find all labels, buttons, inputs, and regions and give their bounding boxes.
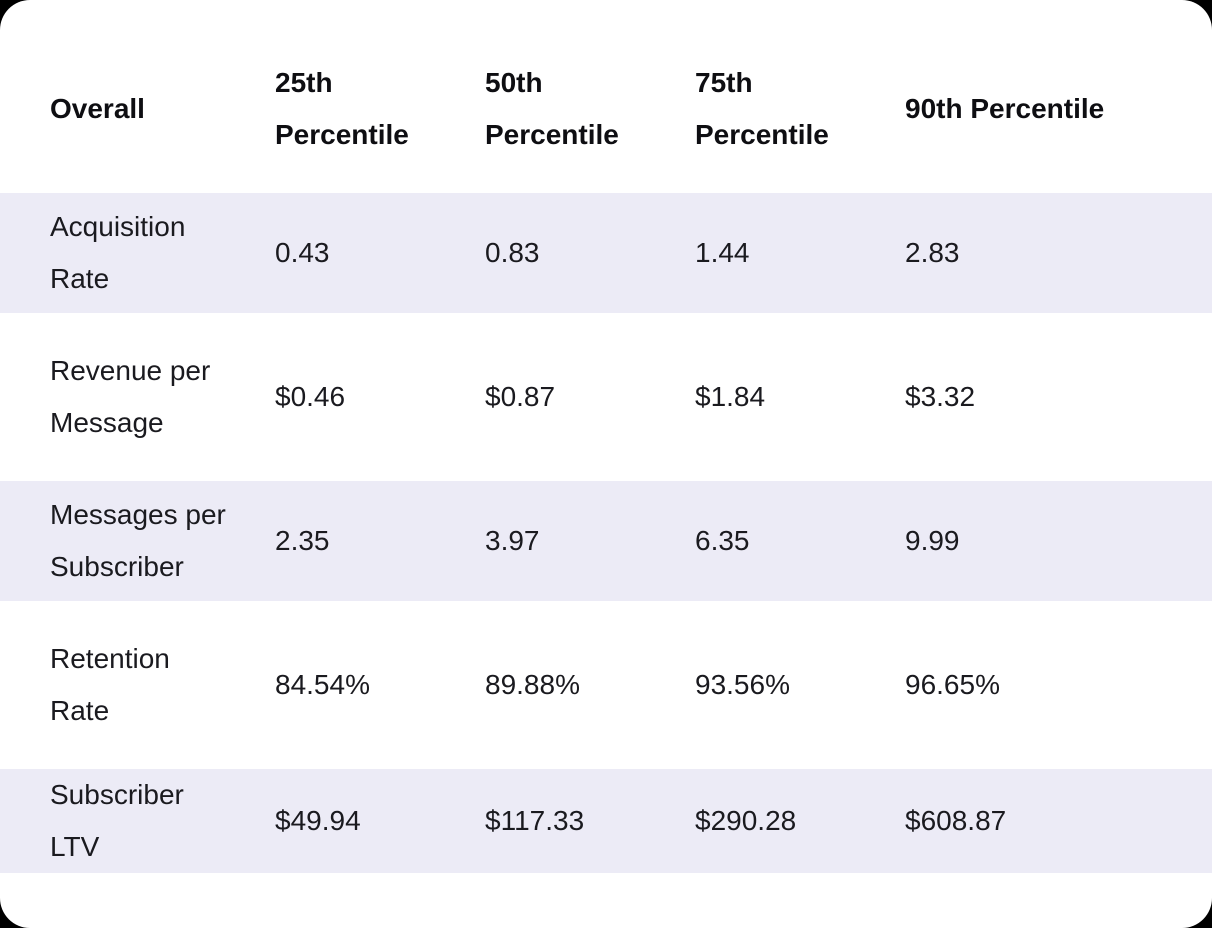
- cell-value: 0.83: [485, 237, 540, 268]
- table-header-row: Overall 25th Percentile 50th Percentile …: [0, 24, 1212, 169]
- row-label: Acquisition Rate: [50, 211, 186, 294]
- table-row-messages-per-subscriber: Messages per Subscriber 2.35 3.97 6.35 9…: [0, 481, 1212, 601]
- column-header-90th-percentile: 90th Percentile: [905, 92, 1105, 124]
- cell-value: $1.84: [695, 381, 766, 412]
- cell-value: 2.83: [905, 237, 960, 268]
- row-label: Retention Rate: [50, 643, 170, 726]
- column-header-75th-percentile: 75th Percentile: [695, 66, 829, 150]
- table-row-acquisition-rate: Acquisition Rate 0.43 0.83 1.44 2.83: [0, 193, 1212, 313]
- cell-value: $49.94: [275, 805, 361, 836]
- cell-value: $117.33: [485, 805, 585, 836]
- cell-value: $290.28: [695, 805, 797, 836]
- table-row-revenue-per-message: Revenue per Message $0.46 $0.87 $1.84 $3…: [0, 337, 1212, 457]
- cell-value: 89.88%: [485, 669, 580, 700]
- cell-value: 96.65%: [905, 669, 1000, 700]
- cell-value: $608.87: [905, 805, 1007, 836]
- cell-value: 0.43: [275, 237, 330, 268]
- cell-value: 1.44: [695, 237, 750, 268]
- cell-value: 3.97: [485, 525, 540, 556]
- cell-value: $3.32: [905, 381, 976, 412]
- row-label: Subscriber LTV: [50, 779, 184, 862]
- row-label: Revenue per Message: [50, 355, 211, 438]
- percentile-metrics-table: Overall 25th Percentile 50th Percentile …: [0, 24, 1212, 873]
- table-row-subscriber-ltv: Subscriber LTV $49.94 $117.33 $290.28 $6…: [0, 769, 1212, 873]
- column-header-50th-percentile: 50th Percentile: [485, 66, 619, 150]
- cell-value: 9.99: [905, 525, 960, 556]
- cell-value: 84.54%: [275, 669, 370, 700]
- column-header-overall: Overall: [50, 92, 145, 124]
- cell-value: 93.56%: [695, 669, 790, 700]
- table-row-retention-rate: Retention Rate 84.54% 89.88% 93.56% 96.6…: [0, 625, 1212, 745]
- cell-value: $0.46: [275, 381, 346, 412]
- column-header-25th-percentile: 25th Percentile: [275, 66, 409, 150]
- row-label: Messages per Subscriber: [50, 499, 226, 582]
- cell-value: 6.35: [695, 525, 750, 556]
- cell-value: 2.35: [275, 525, 330, 556]
- cell-value: $0.87: [485, 381, 556, 412]
